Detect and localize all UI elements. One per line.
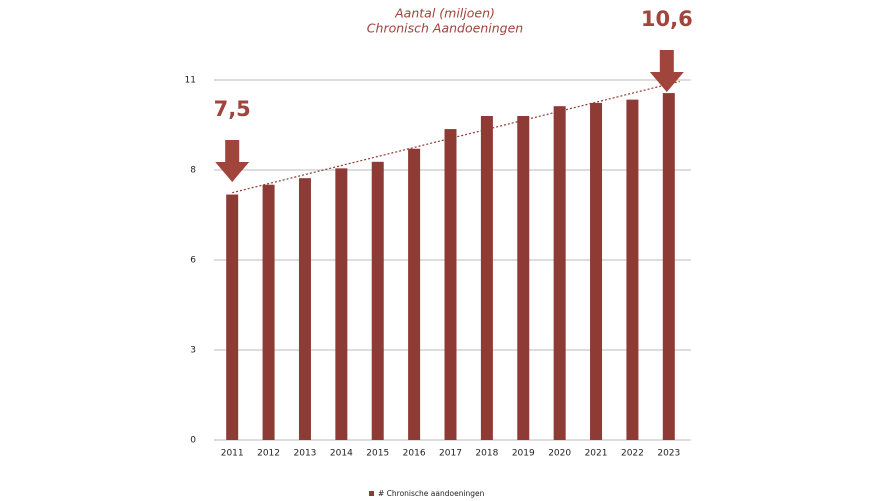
bar xyxy=(408,148,421,440)
x-tick-label: 2023 xyxy=(657,449,680,459)
x-tick-label: 2020 xyxy=(548,449,571,459)
y-tick-label: 11 xyxy=(185,76,196,86)
x-tick-label: 2018 xyxy=(475,449,498,459)
x-tick-label: 2021 xyxy=(585,449,608,459)
x-tick-label: 2014 xyxy=(330,449,353,459)
y-tick-label: 0 xyxy=(190,436,196,446)
y-tick-label: 6 xyxy=(190,256,196,266)
bar xyxy=(262,184,275,440)
bar xyxy=(662,93,675,440)
bar xyxy=(335,168,348,440)
legend-label: # Chronische aandoeningen xyxy=(378,489,485,498)
bar xyxy=(298,178,311,440)
bar xyxy=(444,129,457,440)
chart-subtitle: Chronisch Aandoeningen xyxy=(367,21,523,36)
bar xyxy=(480,116,493,440)
trendline xyxy=(232,80,680,194)
legend-swatch xyxy=(369,491,374,496)
x-tick-label: 2013 xyxy=(294,449,317,459)
y-tick-label: 8 xyxy=(190,166,196,176)
bar xyxy=(517,116,530,440)
chart-title: Aantal (miljoen) xyxy=(394,6,495,21)
x-tick-label: 2017 xyxy=(439,449,462,459)
arrow xyxy=(649,50,684,92)
x-tick-label: 2022 xyxy=(621,449,644,459)
annotation: 10,6 xyxy=(641,7,693,31)
x-tick-label: 2016 xyxy=(403,449,426,459)
x-tick-label: 2019 xyxy=(512,449,535,459)
y-tick-label: 3 xyxy=(190,346,196,356)
x-tick-label: 2012 xyxy=(257,449,280,459)
bar xyxy=(226,194,239,440)
bar xyxy=(626,99,639,441)
x-tick-label: 2015 xyxy=(366,449,389,459)
bar xyxy=(371,161,384,440)
bar xyxy=(553,106,566,440)
bar xyxy=(590,102,603,440)
x-tick-label: 2011 xyxy=(221,449,244,459)
arrow xyxy=(215,140,250,182)
annotation: 7,5 xyxy=(214,97,251,121)
